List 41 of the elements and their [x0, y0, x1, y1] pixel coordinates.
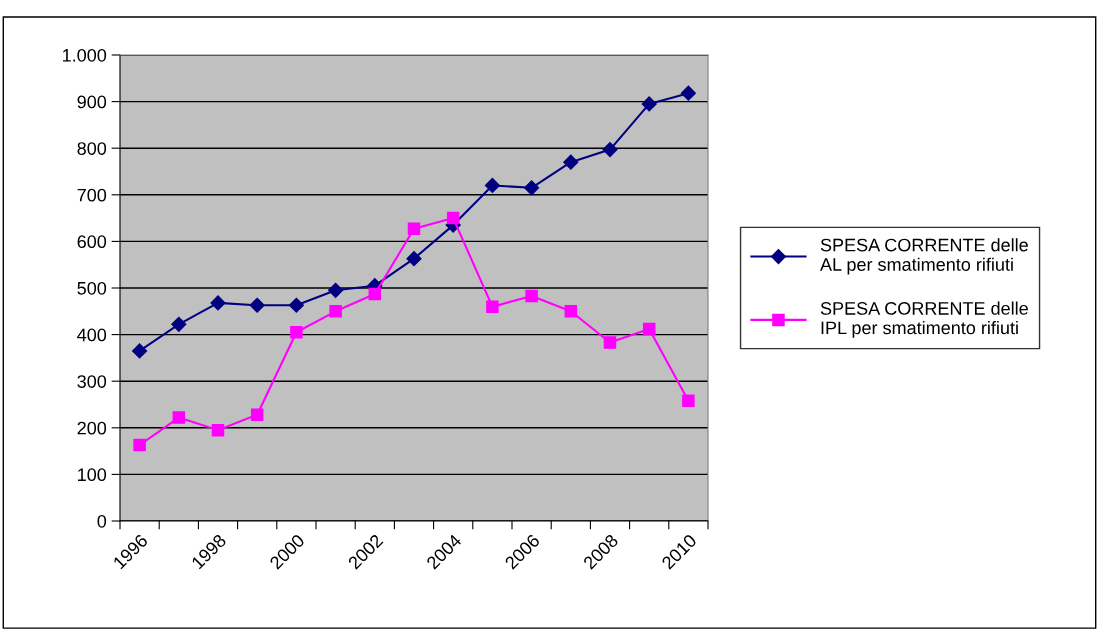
point — [368, 287, 382, 301]
point — [406, 251, 422, 267]
y-tick-label: 100 — [78, 468, 107, 482]
point — [642, 322, 656, 336]
point — [446, 211, 460, 225]
point — [564, 305, 578, 318]
point — [133, 438, 146, 452]
y-tick-label: 500 — [77, 281, 107, 295]
y-tick-label: 400 — [77, 328, 107, 342]
point — [249, 297, 265, 313]
point — [288, 297, 304, 313]
y-tick-label: 300 — [77, 375, 107, 388]
point — [329, 305, 342, 318]
point — [680, 85, 696, 101]
point — [563, 154, 579, 170]
y-tick-label: 600 — [77, 235, 107, 249]
point — [172, 411, 186, 424]
y-tick-label: 1.000 — [63, 48, 107, 62]
point — [641, 96, 657, 112]
y-tick-label: 200 — [77, 421, 107, 435]
point — [210, 295, 226, 311]
legend-label: SPESA CORRENTE delle AL per smatimento rifiuti — [820, 238, 1028, 275]
point — [290, 326, 303, 339]
point — [407, 222, 421, 236]
point — [525, 289, 538, 303]
legend-label: SPESA CORRENTE delle IPL per smatimento rifiuti — [820, 301, 1028, 338]
point — [211, 423, 225, 437]
point — [250, 408, 264, 422]
y-tick-label: 0 — [97, 514, 107, 528]
point — [328, 282, 344, 298]
y-tick-label: 700 — [77, 188, 107, 202]
point — [602, 142, 618, 158]
point — [132, 343, 148, 359]
y-tick-label: 800 — [77, 142, 107, 155]
point — [486, 300, 499, 313]
point — [603, 336, 617, 349]
point — [682, 394, 695, 408]
point — [171, 316, 187, 332]
y-tick-label: 900 — [77, 95, 107, 109]
point — [484, 177, 500, 194]
point — [524, 180, 540, 196]
